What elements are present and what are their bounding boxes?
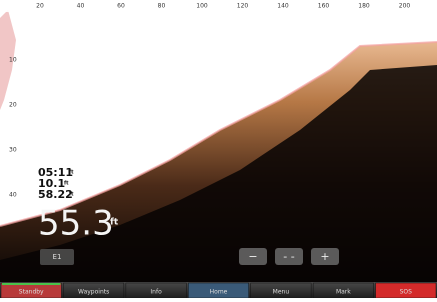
sonar-screen: 204060801001201401601802002 10203040 05:… bbox=[0, 0, 437, 298]
menu-label: Info bbox=[150, 289, 162, 296]
menu-label: Standby bbox=[19, 289, 44, 296]
menu-label: Menu bbox=[273, 289, 290, 296]
range-label: 60 bbox=[117, 3, 125, 10]
zoom-controls: − - - + bbox=[239, 248, 339, 265]
range-label: 100 bbox=[196, 3, 208, 10]
unit: ft bbox=[69, 170, 74, 176]
menu-label: SOS bbox=[400, 289, 413, 296]
readout-value: 58.22 bbox=[38, 188, 73, 201]
zoom-label: + bbox=[320, 250, 329, 263]
menu-label: Home bbox=[210, 289, 228, 296]
menu-label: Waypoints bbox=[78, 289, 109, 296]
zoom-label: - - bbox=[283, 250, 294, 263]
depth-readout: 55.3 bbox=[38, 204, 114, 244]
range-label: 20 bbox=[36, 3, 44, 10]
depth-label: 30 bbox=[9, 147, 17, 154]
unit: ft bbox=[110, 218, 119, 228]
range-label: 120 bbox=[237, 3, 249, 10]
menu-label: Mark bbox=[336, 289, 351, 296]
range-scale bbox=[0, 0, 437, 12]
depth-label: 20 bbox=[9, 102, 17, 109]
depth-label: 10 bbox=[9, 57, 17, 64]
mode-label: E1 bbox=[53, 253, 62, 261]
unit: ft bbox=[64, 181, 69, 187]
zoom-label: − bbox=[248, 250, 257, 263]
range-label: 200 bbox=[399, 3, 411, 10]
range-label: 180 bbox=[358, 3, 370, 10]
depth-label: 40 bbox=[9, 192, 17, 199]
range-label: 80 bbox=[158, 3, 166, 10]
range-label: 160 bbox=[318, 3, 330, 10]
range-label: 40 bbox=[77, 3, 85, 10]
range-label: 140 bbox=[277, 3, 289, 10]
unit: ft bbox=[69, 192, 74, 198]
status-indicator bbox=[2, 283, 60, 285]
